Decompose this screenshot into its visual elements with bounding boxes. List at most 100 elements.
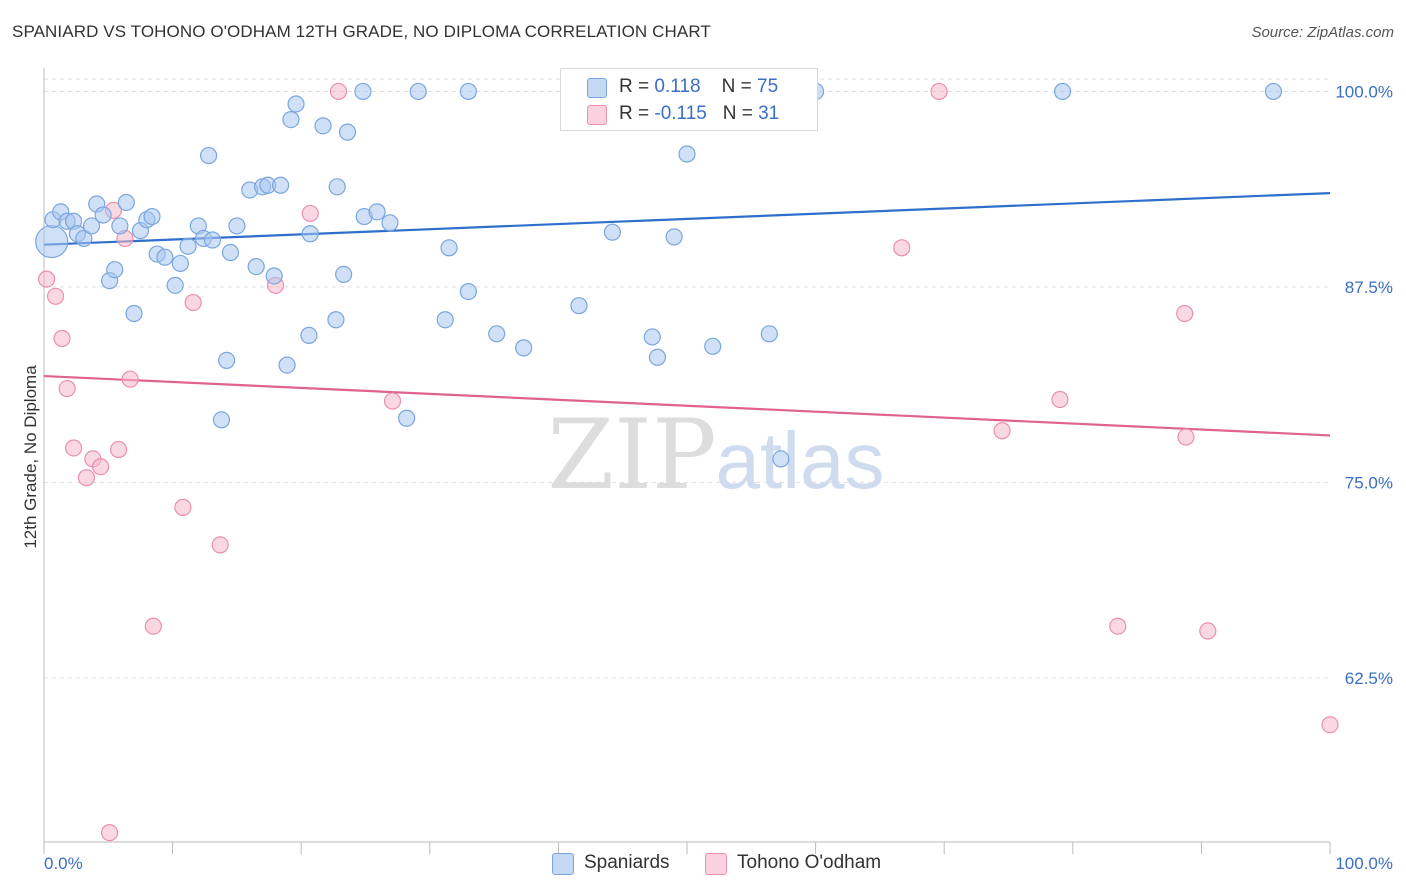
stats-legend: R = 0.118 N = 75 R = -0.115 N = 31: [560, 68, 818, 131]
x-tick-label: 0.0%: [44, 854, 83, 873]
point-spaniard: [314, 117, 332, 135]
point-spaniard: [35, 224, 69, 259]
point-spaniard: [665, 228, 683, 246]
watermark-zip: ZIP: [547, 399, 716, 511]
point-spaniard: [179, 237, 197, 255]
point-spaniard: [106, 261, 124, 279]
point-tohono: [211, 536, 229, 554]
data-points: [35, 82, 1339, 842]
point-tohono: [993, 422, 1011, 440]
point-spaniard: [287, 95, 305, 113]
point-spaniard: [94, 206, 112, 224]
point-spaniard: [200, 146, 218, 165]
point-tohono: [58, 379, 76, 398]
point-spaniard: [301, 225, 319, 243]
point-tohono: [930, 82, 948, 101]
point-tohono: [893, 239, 911, 257]
trend-line-tohono: [43, 374, 1331, 437]
point-spaniard: [218, 351, 236, 369]
point-tohono: [383, 392, 402, 410]
x-tick-label: 100.0%: [1335, 854, 1393, 873]
point-spaniard: [212, 411, 231, 429]
point-tohono: [144, 617, 162, 635]
legend-r-label: R =: [619, 103, 655, 124]
point-spaniard: [381, 214, 399, 232]
point-spaniard: [247, 257, 265, 276]
point-spaniard: [221, 243, 240, 262]
y-tick-label: 75.0%: [1345, 473, 1393, 492]
watermark: ZIP atlas: [547, 399, 884, 511]
point-tohono: [1176, 304, 1194, 323]
point-spaniard: [354, 82, 372, 101]
point-spaniard: [772, 450, 790, 468]
point-tohono: [37, 270, 56, 288]
point-tohono: [1177, 428, 1195, 446]
point-spaniard: [117, 193, 135, 212]
point-spaniard: [82, 217, 101, 235]
point-spaniard: [328, 178, 346, 196]
point-spaniard: [704, 337, 722, 355]
legend-n-label: N =: [722, 103, 759, 124]
point-tohono: [121, 370, 139, 388]
point-tohono: [174, 498, 192, 516]
point-tohono: [77, 469, 96, 487]
point-spaniard: [459, 82, 477, 101]
point-spaniard: [156, 248, 174, 266]
point-spaniard: [436, 311, 454, 329]
point-spaniard: [1264, 82, 1283, 101]
watermark-atlas: atlas: [716, 416, 885, 505]
y-tick-label: 87.5%: [1345, 278, 1393, 297]
point-tohono: [1321, 716, 1339, 734]
y-axis-title: 12th Grade, No Diploma: [21, 365, 40, 549]
point-tohono: [1199, 622, 1217, 640]
point-tohono: [1051, 390, 1069, 409]
point-spaniard: [265, 267, 283, 285]
trend-line-spaniards: [43, 191, 1331, 246]
point-spaniard: [300, 326, 318, 344]
point-spaniard: [459, 283, 477, 301]
point-spaniard: [228, 217, 246, 235]
point-spaniard: [760, 325, 778, 343]
bottom-legend-label: Tohono O'odham: [737, 852, 882, 873]
point-spaniard: [440, 239, 458, 257]
point-tohono: [329, 82, 348, 101]
legend-r-value: -0.115: [654, 103, 707, 124]
legend-r-label: R =: [619, 76, 655, 97]
legend-n-value: 75: [757, 76, 779, 97]
axis-labels: 62.5% 75.0% 87.5% 100.0% 0.0% 100.0% 12th Grad…: [21, 82, 1393, 873]
point-tohono: [1109, 617, 1127, 635]
point-spaniard: [166, 276, 184, 294]
point-spaniard: [570, 297, 588, 315]
legend-swatch-blue: [587, 78, 607, 98]
point-tohono: [53, 329, 71, 348]
point-tohono: [184, 293, 202, 312]
point-spaniard: [338, 123, 357, 141]
point-spaniard: [368, 203, 386, 221]
y-tick-label: 100.0%: [1335, 82, 1393, 101]
bottom-legend-swatch-pink: [705, 853, 727, 875]
legend-r-value: 0.118: [654, 76, 701, 97]
gridlines: [44, 78, 1330, 679]
point-spaniard: [515, 339, 533, 357]
bottom-legend-label: Spaniards: [584, 852, 670, 873]
point-spaniard: [1053, 82, 1072, 101]
trend-lines: [43, 191, 1331, 437]
point-spaniard: [203, 231, 222, 249]
chart-title: SPANIARD VS TOHONO O'ODHAM 12TH GRADE, N…: [12, 22, 711, 41]
point-tohono: [301, 204, 319, 223]
point-tohono: [64, 439, 83, 457]
point-tohono: [100, 824, 119, 842]
point-tohono: [91, 458, 110, 476]
point-spaniard: [643, 328, 661, 346]
point-spaniard: [125, 304, 143, 323]
point-spaniard: [648, 348, 667, 366]
y-tick-label: 62.5%: [1345, 669, 1393, 688]
point-spaniard: [327, 311, 345, 329]
point-spaniard: [278, 356, 296, 374]
point-spaniard: [488, 325, 506, 343]
point-spaniard: [143, 207, 161, 226]
point-spaniard: [171, 254, 189, 273]
point-tohono: [46, 287, 65, 305]
point-spaniard: [398, 409, 416, 427]
